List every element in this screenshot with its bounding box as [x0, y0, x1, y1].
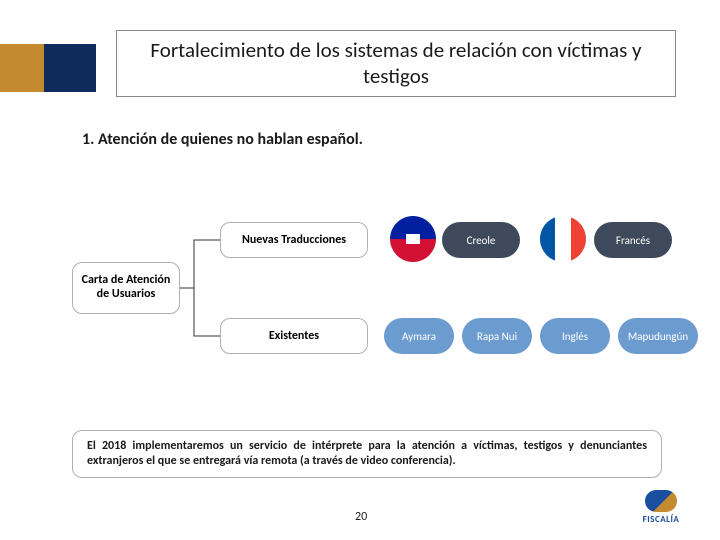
flag-france: [540, 216, 586, 262]
section-heading: 1. Atención de quienes no hablan español…: [82, 130, 363, 149]
bracket-connector: [180, 238, 220, 338]
logo-text: FISCALÍA: [624, 514, 698, 525]
page-title: Fortalecimiento de los sistemas de relac…: [116, 30, 676, 97]
fiscalia-logo: FISCALÍA: [624, 490, 698, 530]
root-node: Carta de Atención de Usuarios: [72, 262, 180, 314]
pill-mapudungun: Mapudungún: [618, 318, 698, 354]
flag-haiti: [390, 216, 436, 262]
pill-ingles: Inglés: [540, 318, 610, 354]
pill-frances: Francés: [594, 222, 672, 258]
footnote: El 2018 implementaremos un servicio de i…: [72, 430, 662, 478]
pill-rapanui: Rapa Nui: [462, 318, 532, 354]
page-number: 20: [355, 510, 367, 524]
branch-existing: Existentes: [220, 318, 368, 354]
branch-new: Nuevas Traducciones: [220, 222, 368, 258]
pill-creole: Creole: [442, 222, 520, 258]
translation-diagram: Carta de Atención de Usuarios Nuevas Tra…: [72, 190, 672, 390]
pill-aymara: Aymara: [384, 318, 454, 354]
accent-bands: [0, 44, 96, 92]
